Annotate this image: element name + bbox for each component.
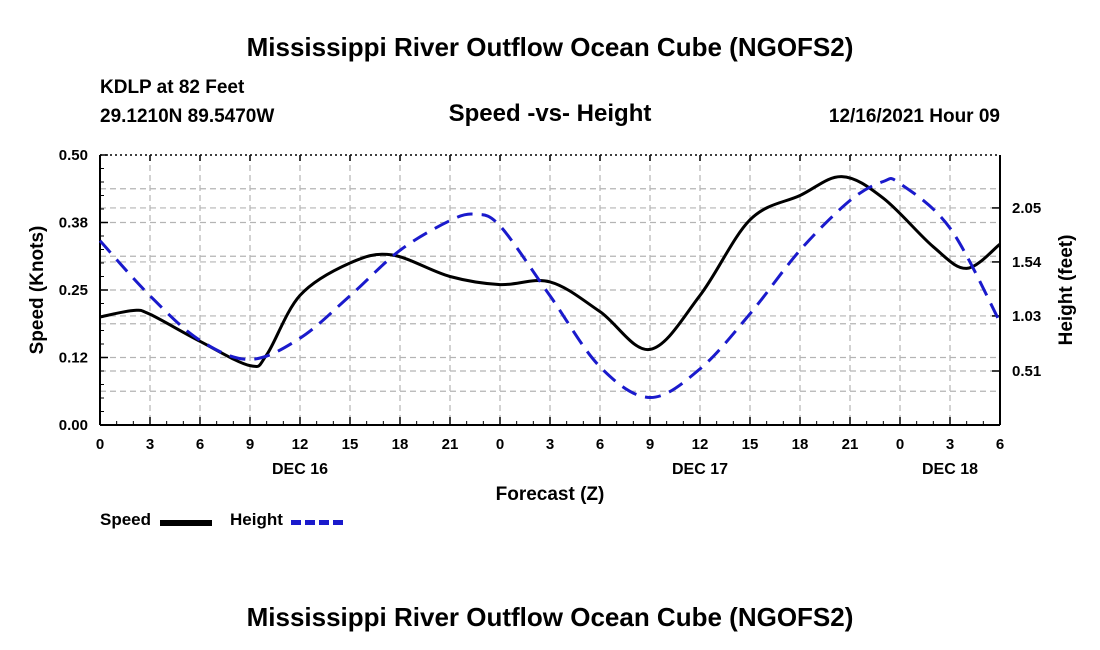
- x-tick-label: 3: [946, 436, 954, 453]
- x-tick-label: 6: [596, 436, 604, 453]
- x-tick-label: 18: [392, 436, 409, 453]
- x-tick-label: 0: [496, 436, 504, 453]
- y-left-tick-label: 0.25: [59, 282, 88, 299]
- legend-height-label: Height: [230, 510, 283, 529]
- series-line-height: [98, 177, 1002, 400]
- x-tick-label: 9: [646, 436, 654, 453]
- y-left-axis-label: Speed (Knots): [27, 226, 48, 355]
- x-tick-label: 6: [996, 436, 1004, 453]
- day-label: DEC 18: [922, 461, 978, 478]
- y-right-tick-label: 1.03: [1012, 308, 1041, 325]
- chart-title: Speed -vs- Height: [448, 100, 652, 127]
- y-right-axis-label: Height (feet): [1056, 235, 1077, 346]
- y-right-tick-label: 0.51: [1012, 363, 1041, 380]
- day-label: DEC 17: [672, 461, 728, 478]
- x-tick-label: 12: [292, 436, 309, 453]
- x-tick-label: 0: [96, 436, 104, 453]
- legend-speed-swatch: [160, 520, 212, 526]
- location-label: 29.1210N 89.5470W: [100, 106, 275, 127]
- x-tick-label: 6: [196, 436, 204, 453]
- legend-speed-label: Speed: [100, 510, 152, 529]
- series-line-speed: [99, 175, 1001, 369]
- y-left-tick-label: 0.12: [59, 350, 88, 367]
- x-tick-label: 9: [246, 436, 254, 453]
- x-tick-label: 21: [442, 436, 459, 453]
- y-right-tick-label: 2.05: [1012, 200, 1041, 217]
- station-label: KDLP at 82 Feet: [100, 77, 245, 98]
- x-tick-label: 12: [692, 436, 709, 453]
- x-tick-label: 21: [842, 436, 859, 453]
- x-tick-label: 3: [546, 436, 554, 453]
- y-right-tick-label: 1.54: [1012, 254, 1042, 271]
- x-axis-label: Forecast (Z): [496, 484, 605, 505]
- x-tick-label: 15: [342, 436, 359, 453]
- page-title: Mississippi River Outflow Ocean Cube (NG…: [246, 32, 854, 62]
- x-tick-label: 18: [792, 436, 809, 453]
- x-tick-label: 3: [146, 436, 154, 453]
- day-label: DEC 16: [272, 461, 328, 478]
- x-tick-label: 0: [896, 436, 904, 453]
- legend-height-swatch: [291, 520, 343, 525]
- y-left-tick-label: 0.00: [59, 417, 88, 434]
- page-title-repeat: Mississippi River Outflow Ocean Cube (NG…: [246, 602, 854, 632]
- y-left-tick-label: 0.38: [59, 215, 88, 232]
- datetime-label: 12/16/2021 Hour 09: [828, 106, 1000, 127]
- y-left-tick-label: 0.50: [59, 147, 88, 164]
- x-tick-label: 15: [742, 436, 759, 453]
